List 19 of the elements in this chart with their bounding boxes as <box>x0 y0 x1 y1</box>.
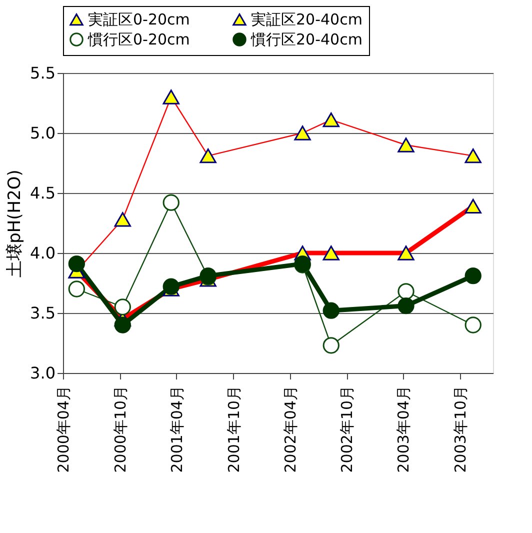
x-tick-label: 2003年10月 <box>452 386 470 473</box>
x-tick-label: 2001年10月 <box>224 386 243 473</box>
y-tick-label: 3.0 <box>30 364 56 382</box>
y-tick-label: 5.5 <box>30 64 56 82</box>
x-tick-label: 2002年10月 <box>338 386 356 473</box>
x-tick-label: 2001年04月 <box>168 386 186 473</box>
x-tick-label: 2000年04月 <box>54 386 72 473</box>
legend-label: 実証区0-20cm <box>88 10 190 29</box>
x-tick-label: 2002年04月 <box>281 386 300 473</box>
x-tick-label: 2003年04月 <box>394 386 413 473</box>
y-tick-label: 4.5 <box>30 184 56 202</box>
y-tick-label: 3.5 <box>30 304 56 322</box>
legend-label: 慣行区0-20cm <box>87 30 190 48</box>
y-tick-label: 5.0 <box>30 124 56 142</box>
y-axis-title: 土壌pH(H2O) <box>5 170 26 278</box>
legend-label: 慣行区20-40cm <box>250 30 362 48</box>
y-tick-label: 4.0 <box>30 244 56 262</box>
x-tick-label: 2000年10月 <box>111 386 130 473</box>
legend-label: 実証区20-40cm <box>251 10 362 29</box>
